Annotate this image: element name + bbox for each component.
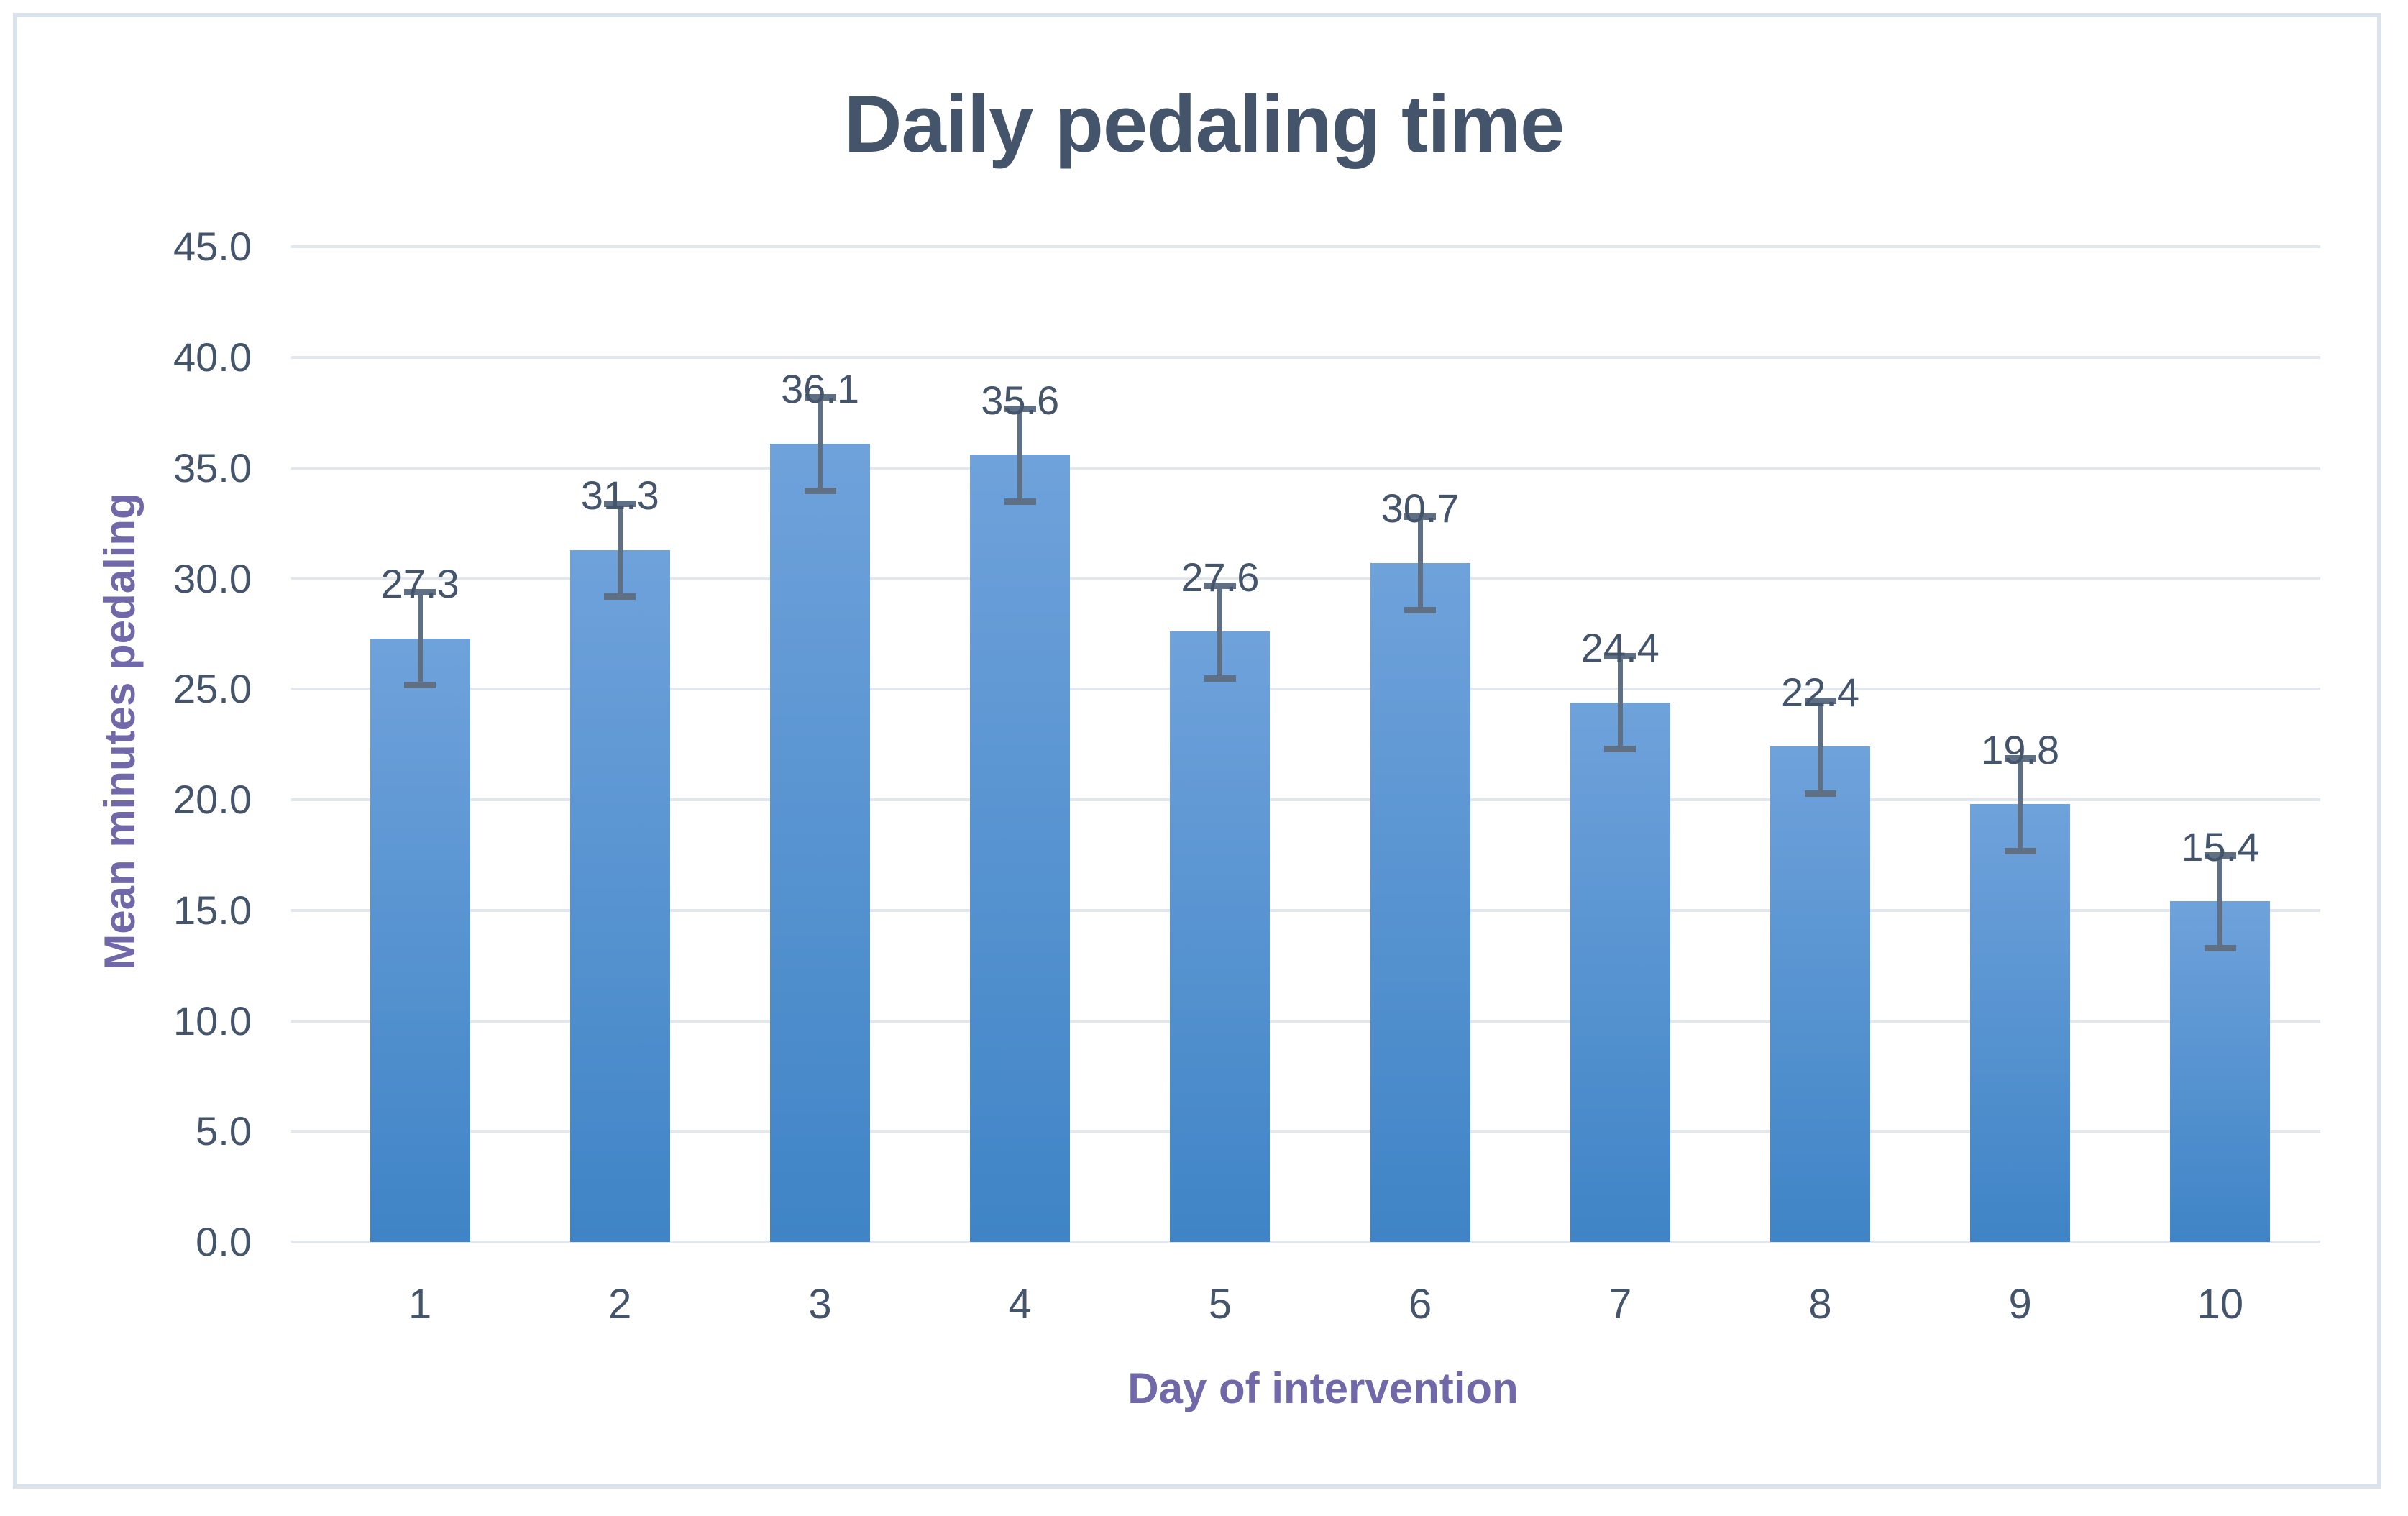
gridline xyxy=(291,245,2320,249)
bar-value-label: 24.4 xyxy=(1580,625,1659,671)
error-bar-cap-top xyxy=(2004,754,2036,762)
error-bar-line xyxy=(1617,656,1623,749)
x-axis-tick-label: 5 xyxy=(1208,1281,1232,1328)
y-axis-tick-label: 35.0 xyxy=(173,444,252,490)
error-bar-line xyxy=(1017,408,1023,501)
error-bar-cap-top xyxy=(604,500,636,507)
y-axis-tick-label: 20.0 xyxy=(173,777,252,822)
error-bar-cap-bottom xyxy=(404,682,436,689)
error-bar-cap-top xyxy=(1604,653,1636,660)
y-axis-tick-label: 5.0 xyxy=(196,1108,252,1154)
error-bar-line xyxy=(1417,516,1423,610)
bar xyxy=(1970,804,2071,1242)
error-bar-cap-bottom xyxy=(804,487,836,494)
error-bar-cap-bottom xyxy=(1604,746,1636,753)
error-bar-line xyxy=(617,503,623,597)
chart-title: Daily pedaling time xyxy=(843,79,1565,169)
y-axis-tick-label: 40.0 xyxy=(173,334,252,380)
y-axis-tick-label: 0.0 xyxy=(196,1219,252,1264)
error-bar-cap-bottom xyxy=(1204,675,1236,682)
x-axis-tick-label: 10 xyxy=(2197,1281,2244,1328)
error-bar-cap-top xyxy=(804,394,836,401)
x-axis-tick-label: 9 xyxy=(2008,1281,2032,1328)
bar-value-label: 30.7 xyxy=(1381,485,1460,531)
bar-value-label: 36.1 xyxy=(781,366,859,412)
gridline xyxy=(291,356,2320,359)
gridline xyxy=(291,1019,2320,1023)
x-axis-tick-label: 8 xyxy=(1808,1281,1832,1328)
bar-value-label: 15.4 xyxy=(2181,823,2260,869)
y-axis-tick-label: 15.0 xyxy=(173,887,252,933)
bar-value-label: 22.4 xyxy=(1781,669,1859,715)
bar xyxy=(1170,631,1271,1242)
y-axis-title: Mean minutes pedaling xyxy=(96,493,144,970)
x-axis-tick-label: 1 xyxy=(408,1281,432,1328)
x-axis-tick-label: 2 xyxy=(608,1281,632,1328)
bar xyxy=(569,549,670,1242)
gridline xyxy=(291,466,2320,470)
error-bar-cap-bottom xyxy=(2204,945,2236,952)
x-axis-title: Day of intervention xyxy=(1127,1364,1519,1412)
error-bar-cap-top xyxy=(404,588,436,595)
error-bar-line xyxy=(2018,757,2023,851)
error-bar-line xyxy=(2217,854,2223,949)
y-axis-tick-label: 25.0 xyxy=(173,666,252,712)
error-bar-cap-top xyxy=(1404,513,1437,521)
x-axis-tick-label: 6 xyxy=(1408,1281,1432,1328)
gridline xyxy=(291,577,2320,580)
gridline xyxy=(291,1241,2320,1243)
error-bar-cap-bottom xyxy=(1004,498,1036,505)
bar xyxy=(1370,562,1470,1242)
y-axis-tick-label: 10.0 xyxy=(173,997,252,1044)
bar xyxy=(370,638,470,1242)
gridline xyxy=(291,688,2320,691)
bar-value-label: 35.6 xyxy=(981,377,1060,423)
bar xyxy=(1770,746,1870,1242)
bar xyxy=(770,443,870,1242)
error-bar-line xyxy=(417,591,423,685)
bar xyxy=(1570,702,1670,1242)
error-bar-line xyxy=(818,397,823,490)
bar-value-label: 27.6 xyxy=(1181,554,1260,600)
error-bar-cap-top xyxy=(2204,851,2236,859)
bar-value-label: 31.3 xyxy=(580,472,659,518)
x-axis-tick-label: 3 xyxy=(808,1281,832,1328)
error-bar-line xyxy=(1818,700,1823,793)
error-bar-cap-top xyxy=(1204,582,1236,589)
y-axis-tick-label: 45.0 xyxy=(173,224,252,270)
gridline xyxy=(291,798,2320,801)
error-bar-cap-top xyxy=(1004,405,1036,412)
x-axis-tick-label: 4 xyxy=(1008,1281,1032,1328)
bar xyxy=(970,455,1071,1242)
error-bar-cap-bottom xyxy=(1804,790,1836,797)
bar-value-label: 19.8 xyxy=(1981,726,2060,772)
error-bar-cap-top xyxy=(1804,697,1836,704)
error-bar-cap-bottom xyxy=(604,593,636,601)
bar xyxy=(2170,901,2271,1242)
x-axis-tick-label: 7 xyxy=(1608,1281,1632,1328)
y-axis-tick-label: 30.0 xyxy=(173,555,252,601)
gridline xyxy=(291,908,2320,912)
bar-value-label: 27.3 xyxy=(380,560,459,606)
error-bar-cap-bottom xyxy=(1404,606,1437,613)
error-bar-cap-bottom xyxy=(2004,847,2036,854)
error-bar-line xyxy=(1217,585,1223,678)
gridline xyxy=(291,1130,2320,1133)
